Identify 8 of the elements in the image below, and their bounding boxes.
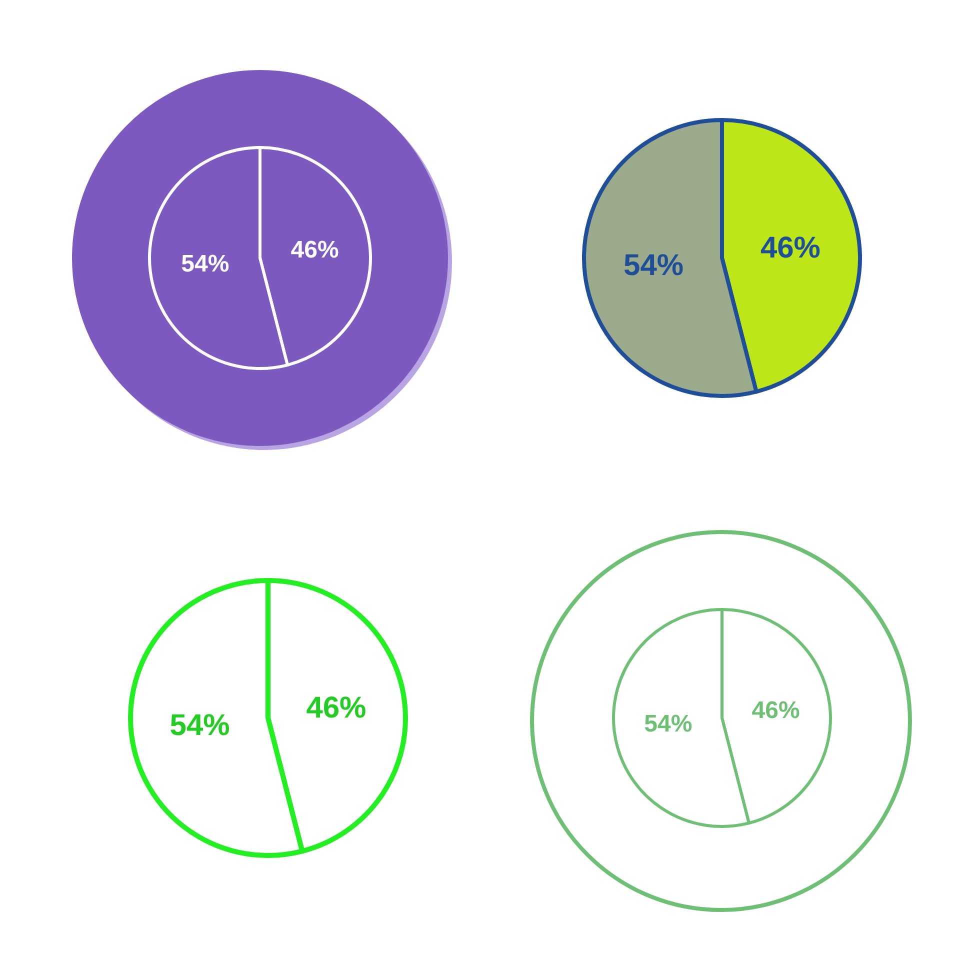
data-label: 46% (752, 696, 800, 724)
data-label: 46% (760, 232, 820, 265)
data-label: 54% (170, 708, 230, 742)
data-label: 46% (290, 236, 339, 264)
data-label: 54% (624, 248, 684, 282)
data-label: 54% (181, 250, 230, 278)
data-label: 54% (644, 710, 692, 738)
data-label: 46% (306, 692, 366, 725)
